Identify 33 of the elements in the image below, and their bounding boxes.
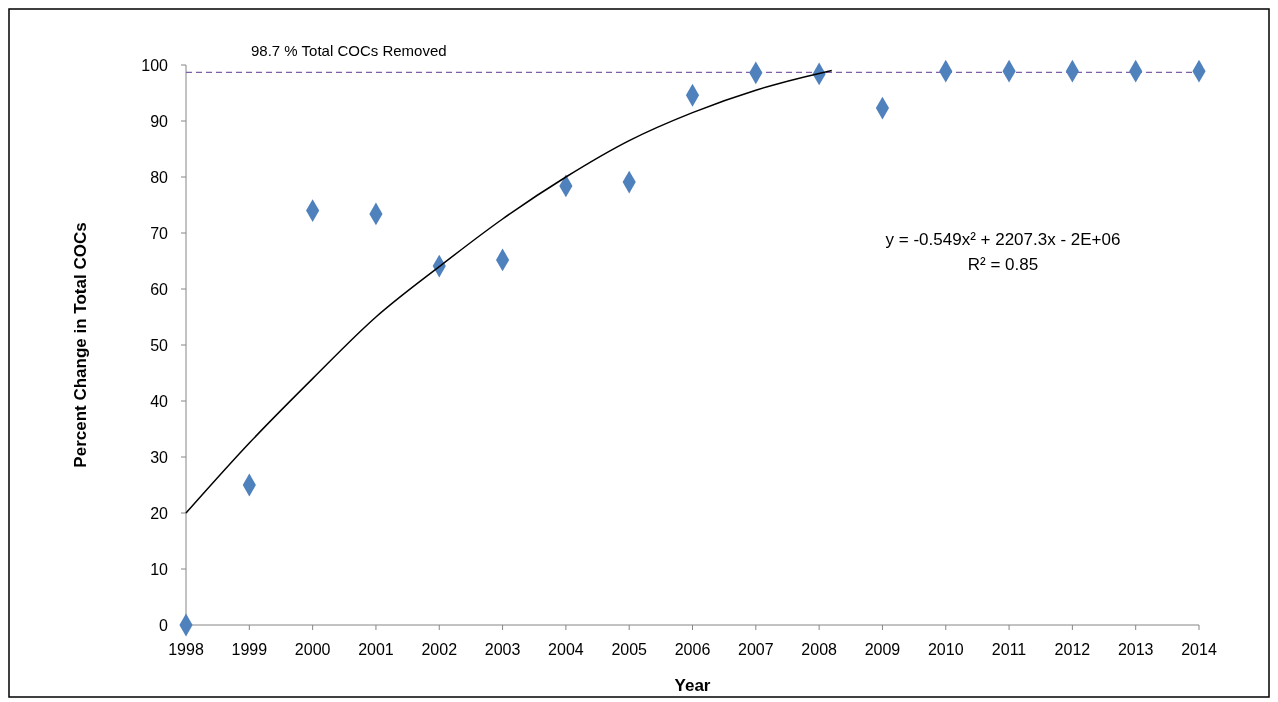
y-tick-label: 80 [150, 168, 169, 186]
y-tick-label: 70 [150, 224, 169, 242]
annotation: R² = 0.85 [967, 255, 1039, 274]
annotation: y = -0.549x² + 2207.3x - 2E+06 [885, 230, 1121, 249]
y-tick-label: 50 [150, 336, 169, 354]
x-tick-label: 2004 [548, 641, 584, 658]
y-axis-title: Percent Change in Total COCs [71, 222, 90, 468]
y-tick-label: 30 [150, 448, 169, 466]
x-tick-label: 2009 [864, 641, 901, 658]
x-tick-label: 2013 [1117, 641, 1154, 658]
x-tick-label: 2007 [738, 641, 774, 658]
x-tick-label: 2014 [1181, 641, 1217, 658]
y-tick-label: 60 [150, 280, 169, 298]
x-tick-label: 2005 [611, 641, 648, 658]
x-tick-label: 2003 [484, 641, 521, 658]
y-tick-label: 90 [150, 112, 169, 130]
y-tick-label: 40 [150, 392, 169, 410]
y-tick-label: 10 [150, 560, 169, 578]
y-tick-label: 0 [159, 616, 169, 634]
x-tick-label: 1999 [231, 641, 268, 658]
x-tick-label: 2012 [1054, 641, 1091, 658]
x-tick-label: 2006 [674, 641, 711, 658]
x-tick-label: 1998 [168, 641, 204, 658]
ref-line-label: 98.7 % Total COCs Removed [251, 42, 447, 60]
y-tick-label: 100 [141, 56, 169, 74]
y-tick-label: 20 [150, 504, 169, 522]
x-tick-label: 2000 [294, 641, 331, 658]
x-tick-label: 2002 [421, 641, 458, 658]
x-tick-label: 2008 [801, 641, 838, 658]
x-tick-label: 2010 [927, 641, 964, 658]
x-tick-label: 2001 [358, 641, 394, 658]
x-axis-title: Year [674, 676, 711, 695]
x-tick-label: 2011 [991, 641, 1027, 658]
